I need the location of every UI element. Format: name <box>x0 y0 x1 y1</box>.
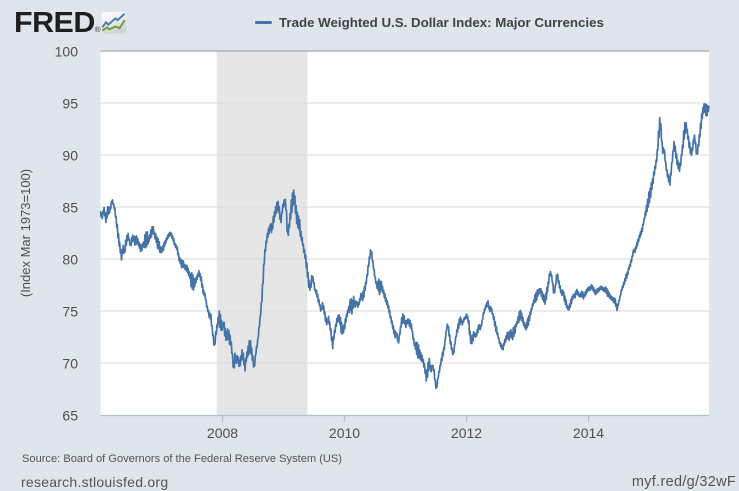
svg-text:2014: 2014 <box>573 425 604 441</box>
svg-text:85: 85 <box>62 200 78 216</box>
svg-text:75: 75 <box>62 304 78 320</box>
svg-text:(Index Mar 1973=100): (Index Mar 1973=100) <box>18 169 33 297</box>
svg-text:90: 90 <box>62 148 78 164</box>
svg-text:2008: 2008 <box>207 425 238 441</box>
svg-text:80: 80 <box>62 252 78 268</box>
svg-text:65: 65 <box>62 408 78 424</box>
svg-text:100: 100 <box>55 44 79 60</box>
svg-text:2010: 2010 <box>329 425 360 441</box>
svg-text:70: 70 <box>62 356 78 372</box>
svg-text:2012: 2012 <box>451 425 482 441</box>
svg-text:95: 95 <box>62 96 78 112</box>
